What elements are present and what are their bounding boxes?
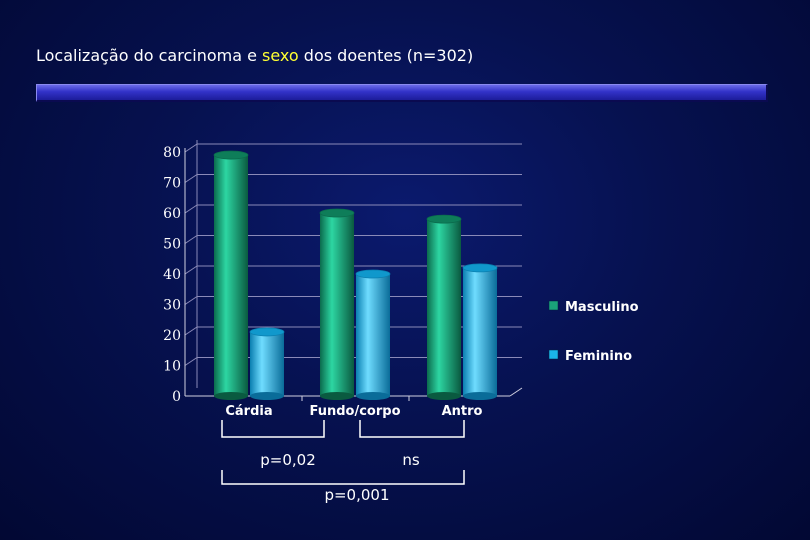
bar-base bbox=[320, 392, 354, 400]
bar-base bbox=[214, 392, 248, 400]
bar-feminino-2 bbox=[463, 267, 497, 396]
bar-cap bbox=[319, 208, 355, 218]
bar-masculino-0 bbox=[214, 155, 248, 396]
bar-feminino-0 bbox=[250, 331, 284, 396]
legend-label: Feminino bbox=[565, 349, 632, 364]
y-tick-label: 0 bbox=[172, 389, 181, 405]
bracket-left-pair bbox=[221, 420, 325, 438]
gridline-depth bbox=[184, 204, 198, 214]
title-part-1: Localização do carcinoma e bbox=[36, 46, 263, 65]
y-tick-label: 40 bbox=[163, 267, 181, 283]
legend-swatch bbox=[548, 300, 559, 311]
bar-cap bbox=[426, 214, 462, 224]
bar-cap bbox=[249, 327, 285, 337]
bar-base bbox=[463, 392, 497, 400]
x-category-label: Antro bbox=[442, 404, 483, 419]
gridline-depth bbox=[184, 326, 198, 336]
title-highlight: sexo bbox=[262, 46, 299, 65]
y-tick-label: 80 bbox=[163, 145, 181, 161]
bar-layer bbox=[213, 150, 498, 400]
gridline-depth bbox=[184, 357, 198, 366]
bar-cap bbox=[213, 150, 249, 160]
bar-base bbox=[250, 392, 284, 400]
bar-base bbox=[356, 392, 390, 400]
annotation-left-pair: p=0,02 bbox=[260, 451, 316, 469]
y-tick-label: 20 bbox=[163, 328, 181, 344]
bar-feminino-1 bbox=[356, 274, 390, 396]
slide-title: Localização do carcinoma e sexo dos doen… bbox=[36, 46, 473, 65]
gridline-depth bbox=[184, 235, 198, 244]
floor-edge bbox=[509, 387, 523, 397]
x-category-label: Fundo/corpo bbox=[309, 404, 400, 419]
bar-masculino-2 bbox=[427, 219, 461, 396]
legend: Masculino Feminino bbox=[548, 300, 639, 364]
gridline-depth bbox=[184, 265, 198, 275]
x-category-label: Cárdia bbox=[225, 404, 272, 419]
annotation-outer: p=0,001 bbox=[324, 486, 389, 504]
gridline-depth bbox=[184, 174, 198, 183]
bar-base bbox=[427, 392, 461, 400]
title-underline-bar bbox=[36, 84, 768, 102]
y-tick-label: 50 bbox=[163, 237, 181, 253]
bar-cap bbox=[462, 263, 498, 273]
title-part-2: dos doentes (n=302) bbox=[298, 46, 474, 65]
label-layer: 0 10 20 30 40 50 60 70 80 Cárdia Fundo/corpo Antro bbox=[163, 145, 482, 419]
y-tick-label: 70 bbox=[163, 176, 181, 192]
bar-masculino-1 bbox=[320, 213, 354, 396]
legend-swatch bbox=[548, 349, 559, 360]
legend-label: Masculino bbox=[565, 300, 639, 315]
bracket-right-pair bbox=[359, 420, 465, 438]
bracket-outer bbox=[221, 470, 465, 485]
y-tick-label: 10 bbox=[163, 359, 181, 375]
gridline-depth bbox=[184, 143, 198, 153]
gridline-depth bbox=[184, 296, 198, 305]
y-tick-label: 60 bbox=[163, 206, 181, 222]
annotation-right-pair: ns bbox=[402, 451, 420, 469]
significance-brackets: p=0,02 ns p=0,001 bbox=[221, 420, 465, 504]
bar-cap bbox=[355, 269, 391, 279]
y-tick-label: 30 bbox=[163, 298, 181, 314]
